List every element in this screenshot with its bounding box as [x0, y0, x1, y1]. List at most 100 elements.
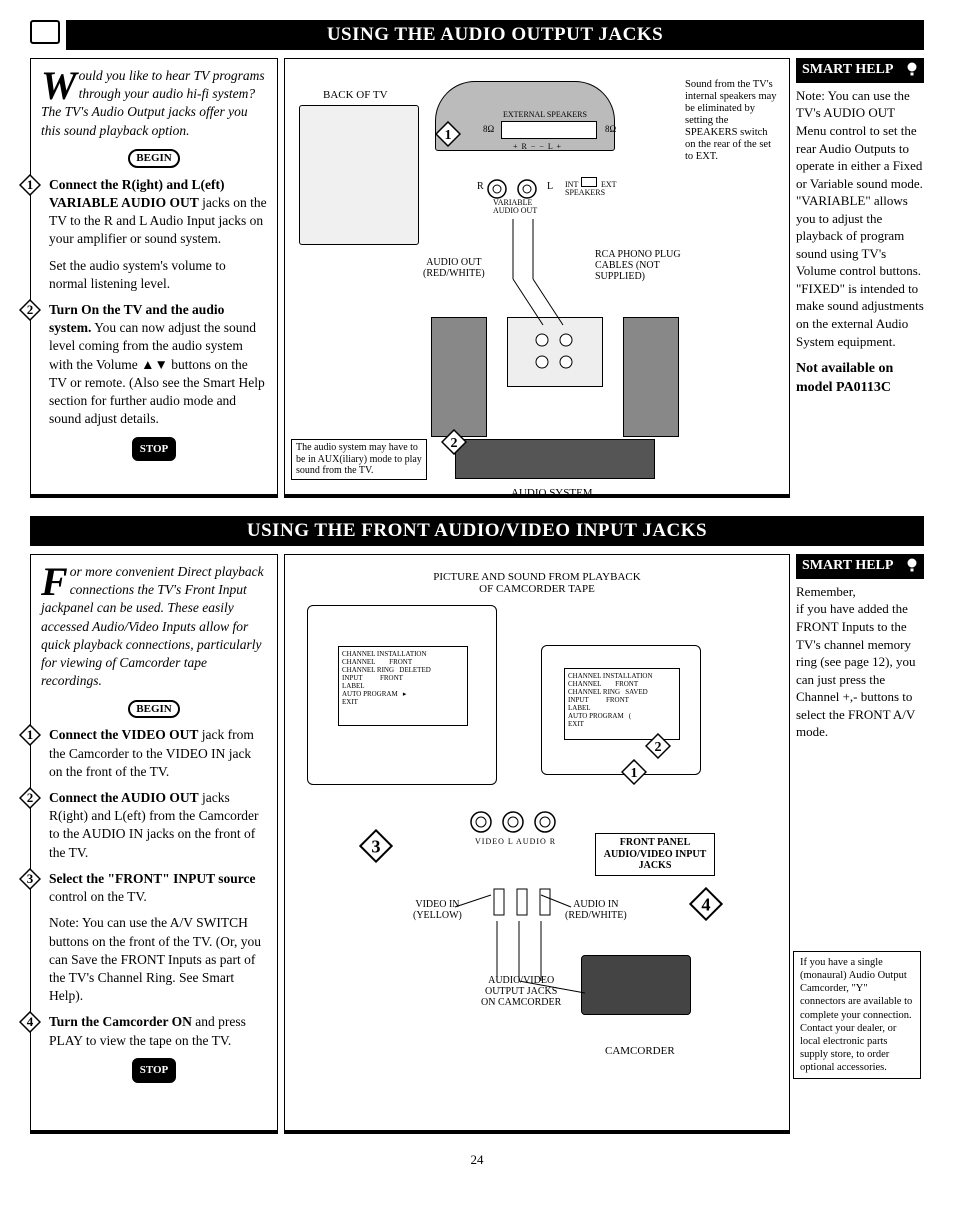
svg-text:1: 1 [27, 727, 34, 742]
section1-diagram: BACK OF TV EXTERNAL SPEAKERS 8Ω 8Ω + R −… [284, 58, 790, 498]
speaker-right [623, 317, 679, 437]
rca-note: RCA PHONO PLUG CABLES (NOT SUPPLIED) [595, 249, 695, 282]
audio-in-lbl: AUDIO IN (RED/WHITE) [565, 899, 627, 921]
tip-box: If you have a single (monaural) Audio Ou… [793, 951, 921, 1079]
var-audio-out: VARIABLE AUDIO OUT [493, 199, 537, 215]
step2-body: You can now adjust the sound level comin… [49, 320, 265, 426]
d2-num-2: 2 [645, 733, 671, 759]
intro2-body: or more convenient Direct playback conne… [41, 564, 264, 688]
plugs [489, 881, 559, 921]
page-icon [30, 20, 60, 44]
smart-help-footer: Not available on model PA0113C [796, 360, 924, 398]
smart-help-title-text: SMART HELP [802, 62, 893, 77]
camcorder-label: CAMCORDER [605, 1045, 675, 1057]
step1-after: Set the audio system's volume to normal … [49, 257, 267, 293]
amp-top [507, 317, 603, 387]
s2-step-2: 2 Connect the AUDIO OUT jacks R(ight) an… [41, 789, 267, 862]
section2: F or more convenient Direct playback con… [30, 554, 924, 1134]
section2-diagram: PICTURE AND SOUND FROM PLAYBACK OF CAMCO… [284, 554, 790, 1134]
eight-ohm-r: 8Ω [605, 125, 616, 135]
s2-step3-body: control on the TV. [49, 889, 147, 904]
step-num-2: 2 [19, 299, 41, 321]
s2-step4-lead: Turn the Camcorder ON [49, 1014, 192, 1029]
svg-text:2: 2 [27, 790, 34, 805]
l-label: L [547, 181, 553, 192]
bulb-icon-2 [904, 556, 920, 576]
audio-system-label: AUDIO SYSTEM [511, 487, 593, 499]
svg-text:2: 2 [655, 740, 662, 755]
bulb-icon [904, 60, 920, 80]
s2-num-2: 2 [19, 787, 41, 809]
svg-text:1: 1 [445, 128, 452, 143]
smart-help-body: Note: You can use the TV's AUDIO OUT Men… [796, 87, 924, 350]
video-in-lbl: VIDEO IN (YELLOW) [413, 899, 462, 921]
drop-cap: W [41, 69, 77, 103]
begin-badge: BEGIN [128, 149, 179, 168]
speakers-lbl: SPEAKERS [565, 189, 605, 198]
step-num-1: 1 [19, 174, 41, 196]
front-jacks [463, 807, 573, 837]
tv-back [299, 105, 419, 245]
svg-text:2: 2 [451, 436, 458, 451]
section1-left: W ould you like to hear TV programs thro… [30, 58, 278, 498]
s2-step3-after: Note: You can use the A/V SWITCH buttons… [49, 914, 267, 1005]
s2-num-4: 4 [19, 1011, 41, 1033]
av-out-lbl: AUDIO/VIDEO OUTPUT JACKS ON CAMCORDER [481, 975, 561, 1008]
d2-num-3: 3 [359, 829, 393, 863]
eight-ohm-l: 8Ω [483, 125, 494, 135]
intro-text: W ould you like to hear TV programs thro… [41, 67, 267, 140]
speaker-left [431, 317, 487, 437]
svg-text:4: 4 [27, 1014, 34, 1029]
ext-speakers-label: EXTERNAL SPEAKERS [503, 111, 587, 120]
stop-badge2: STOP [132, 1058, 177, 1083]
diagram-num-2: 2 [441, 429, 467, 455]
svg-text:4: 4 [701, 895, 710, 915]
speaker-terminals [501, 121, 597, 139]
menu-2: CHANNEL INSTALLATION CHANNEL FRONT CHANN… [564, 668, 680, 740]
s2-num-1: 1 [19, 724, 41, 746]
section1-title: USING THE AUDIO OUTPUT JACKS [66, 20, 924, 50]
rl-strip: + R − − L + [513, 143, 562, 152]
s2-step1-lead: Connect the VIDEO OUT [49, 727, 198, 742]
d2-num-4: 4 [689, 887, 723, 921]
s2-step3-lead: Select the "FRONT" INPUT source [49, 871, 255, 886]
s2-step-4: 4 Turn the Camcorder ON and press PLAY t… [41, 1013, 267, 1049]
s2-step2-lead: Connect the AUDIO OUT [49, 790, 199, 805]
step-1: 1 Connect the R(ight) and L(eft) VARIABL… [41, 176, 267, 293]
audio-out-rw: AUDIO OUT (RED/WHITE) [423, 257, 485, 279]
amp [455, 439, 655, 479]
d2-num-1: 1 [621, 759, 647, 785]
camcorder [581, 955, 691, 1015]
intro2: F or more convenient Direct playback con… [41, 563, 267, 691]
diagram-num-1: 1 [435, 121, 461, 147]
section2-left: F or more convenient Direct playback con… [30, 554, 278, 1134]
svg-text:1: 1 [27, 177, 34, 192]
menu-1: CHANNEL INSTALLATION CHANNEL FRONT CHANN… [338, 646, 468, 726]
r-label: R [477, 181, 484, 192]
tv-1: CHANNEL INSTALLATION CHANNEL FRONT CHANN… [307, 605, 497, 785]
s2-num-3: 3 [19, 868, 41, 890]
section1: W ould you like to hear TV programs thro… [30, 58, 924, 498]
page-number: 24 [30, 1152, 924, 1168]
section1-smart-help: SMART HELP Note: You can use the TV's AU… [796, 58, 924, 498]
drop-cap2: F [41, 565, 68, 599]
back-of-tv-label: BACK OF TV [323, 89, 388, 101]
svg-text:3: 3 [371, 837, 380, 857]
step-2: 2 Turn On the TV and the audio system. Y… [41, 301, 267, 429]
s2-step-3: 3 Select the "FRONT" INPUT source contro… [41, 870, 267, 1006]
d2-header: PICTURE AND SOUND FROM PLAYBACK OF CAMCO… [285, 571, 789, 595]
svg-text:1: 1 [631, 766, 638, 781]
smart-help2-title-text: SMART HELP [802, 558, 893, 573]
section2-title: USING THE FRONT AUDIO/VIDEO INPUT JACKS [30, 516, 924, 546]
stop-badge: STOP [132, 437, 177, 462]
switch [581, 177, 597, 187]
jacks-line: VIDEO L AUDIO R [475, 838, 556, 847]
svg-text:3: 3 [27, 871, 34, 886]
front-panel-box: FRONT PANEL AUDIO/VIDEO INPUT JACKS [595, 833, 715, 876]
aux-note: The audio system may have to be in AUX(i… [291, 439, 427, 480]
smart-help2-body: Remember, if you have added the FRONT In… [796, 583, 924, 741]
tv-2: CHANNEL INSTALLATION CHANNEL FRONT CHANN… [541, 645, 701, 775]
smart-help-title: SMART HELP [796, 58, 924, 83]
sound-note: Sound from the TV's internal speakers ma… [681, 77, 783, 165]
smart-help2-title: SMART HELP [796, 554, 924, 579]
